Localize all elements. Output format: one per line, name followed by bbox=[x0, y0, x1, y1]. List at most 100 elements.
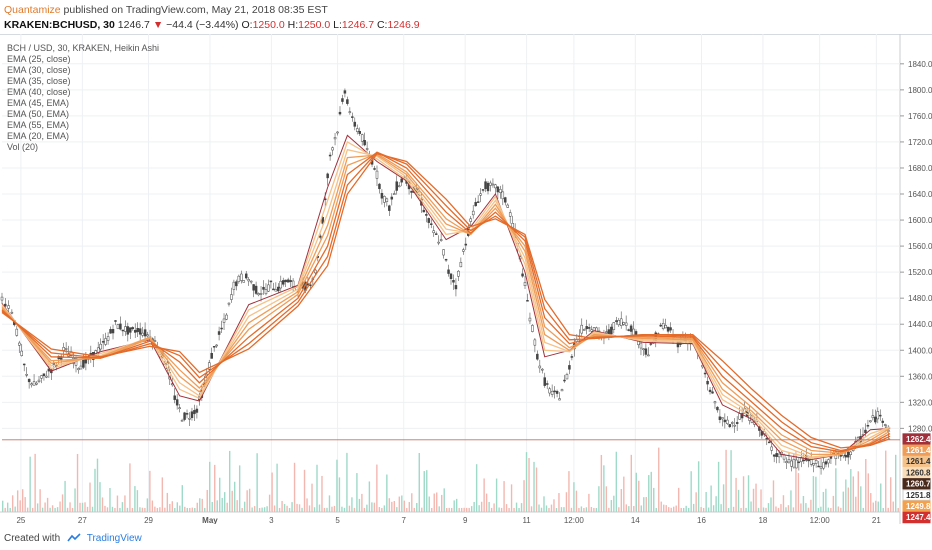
candle-body bbox=[871, 415, 875, 419]
volume-bar bbox=[832, 495, 835, 512]
volume-bar bbox=[216, 500, 218, 512]
volume-bar bbox=[775, 506, 777, 512]
volume-bar bbox=[862, 507, 864, 512]
volume-bar bbox=[76, 453, 79, 512]
candle-body bbox=[129, 327, 132, 333]
volume-bar bbox=[313, 507, 316, 512]
candle-body bbox=[351, 116, 354, 118]
legend-ema-40[interactable]: EMA (40, close) bbox=[7, 87, 71, 97]
candle-body bbox=[432, 230, 435, 234]
volume-bar bbox=[84, 502, 86, 512]
volume-bar bbox=[540, 507, 543, 512]
volume-bar bbox=[129, 463, 131, 512]
volume-bar bbox=[812, 476, 815, 512]
volume-bar bbox=[219, 477, 221, 512]
candle-body bbox=[188, 418, 191, 420]
candle-body bbox=[375, 170, 379, 179]
candle-body bbox=[501, 191, 505, 200]
volume-bar bbox=[368, 481, 371, 512]
volume-bar bbox=[845, 479, 847, 512]
volume-bar bbox=[770, 497, 772, 512]
candle-body bbox=[346, 99, 349, 104]
candle-body bbox=[277, 286, 280, 292]
tradingview-link[interactable]: TradingView bbox=[86, 533, 142, 544]
created-with-label: Created with bbox=[4, 533, 61, 544]
candle-body bbox=[883, 424, 887, 426]
price-chart[interactable]: 1280.0 1320.0 1360.0 1400.0 1440.0 1480.0 1520… bbox=[0, 34, 932, 525]
candle-body bbox=[40, 375, 43, 379]
candle-body bbox=[568, 365, 571, 370]
volume-bar bbox=[625, 504, 628, 512]
legend-ema-30[interactable]: EMA (30, close) bbox=[7, 65, 71, 75]
candle-body bbox=[536, 353, 539, 360]
volume-bar bbox=[802, 495, 805, 512]
volume-bar bbox=[233, 481, 236, 512]
volume-bar bbox=[563, 507, 565, 512]
volume-bar bbox=[318, 504, 321, 512]
y-tick-label: 1560.0 bbox=[908, 242, 932, 251]
volume-bar bbox=[4, 507, 6, 512]
candle-body bbox=[439, 239, 443, 241]
legend-ema-55[interactable]: EMA (55, EMA) bbox=[7, 120, 70, 130]
legend-ema-35[interactable]: EMA (35, close) bbox=[7, 76, 71, 86]
author-link[interactable]: Quantamize bbox=[4, 4, 61, 16]
volume-bar bbox=[231, 490, 233, 512]
volume-bar bbox=[595, 507, 598, 512]
candle-body bbox=[499, 189, 502, 193]
candle-body bbox=[180, 419, 184, 422]
candle-body bbox=[849, 451, 852, 455]
candle-body bbox=[232, 281, 236, 290]
candle-body bbox=[459, 261, 463, 268]
candle-body bbox=[96, 347, 100, 354]
volume-bar bbox=[518, 507, 520, 512]
volume-bar bbox=[760, 489, 762, 512]
volume-bar bbox=[356, 473, 358, 512]
volume-bar bbox=[436, 492, 438, 512]
candle-body bbox=[185, 413, 189, 415]
volume-bar bbox=[6, 502, 9, 512]
candle-body bbox=[0, 296, 4, 301]
volume-bar bbox=[408, 502, 410, 512]
volume-bar bbox=[588, 493, 590, 512]
volume-bar bbox=[767, 503, 770, 512]
candle-body bbox=[244, 273, 248, 279]
candle-body bbox=[869, 420, 872, 423]
legend-ema-50[interactable]: EMA (50, EMA) bbox=[7, 109, 70, 119]
volume-bar bbox=[585, 507, 588, 512]
volume-bar bbox=[702, 507, 705, 512]
legend-ema-20[interactable]: EMA (20, EMA) bbox=[7, 131, 70, 141]
legend-series-title[interactable]: BCH / USD, 30, KRAKEN, Heikin Ashi bbox=[7, 43, 160, 53]
volume-bar bbox=[336, 459, 338, 512]
candle-body bbox=[220, 327, 223, 330]
candle-body bbox=[10, 311, 14, 314]
legend-ema-25[interactable]: EMA (25, close) bbox=[7, 54, 71, 64]
chart-area[interactable]: 1280.0 1320.0 1360.0 1400.0 1440.0 1480.0 1520… bbox=[0, 34, 932, 525]
volume-bar bbox=[209, 461, 211, 512]
candle-body bbox=[37, 379, 41, 382]
price-label-bg bbox=[902, 500, 931, 513]
volume-bar bbox=[503, 481, 505, 512]
volume-bar bbox=[682, 507, 685, 512]
volume-bar bbox=[116, 495, 119, 512]
x-tick-label: 11 bbox=[522, 516, 531, 524]
legend-ema-45[interactable]: EMA (45, EMA) bbox=[7, 98, 70, 108]
volume-bar bbox=[104, 505, 106, 512]
candle-body bbox=[550, 390, 554, 395]
volume-bar bbox=[568, 471, 570, 512]
tradingview-logo-icon bbox=[67, 533, 81, 542]
candle-body bbox=[101, 341, 105, 343]
volume-bar bbox=[510, 484, 513, 512]
volume-bar bbox=[840, 507, 842, 512]
candle-body bbox=[106, 336, 110, 341]
volume-bar bbox=[131, 507, 134, 512]
volume-bar bbox=[66, 507, 69, 512]
volume-bar bbox=[865, 458, 867, 512]
ema-line-ema-30-close- bbox=[1, 148, 891, 458]
volume-bar bbox=[668, 507, 670, 512]
candle-body bbox=[723, 419, 727, 423]
volume-bar bbox=[717, 461, 720, 512]
legend-volume[interactable]: Vol (20) bbox=[7, 142, 39, 152]
volume-bar bbox=[298, 504, 301, 512]
volume-bar bbox=[159, 507, 161, 512]
price-label-bg bbox=[902, 444, 931, 457]
